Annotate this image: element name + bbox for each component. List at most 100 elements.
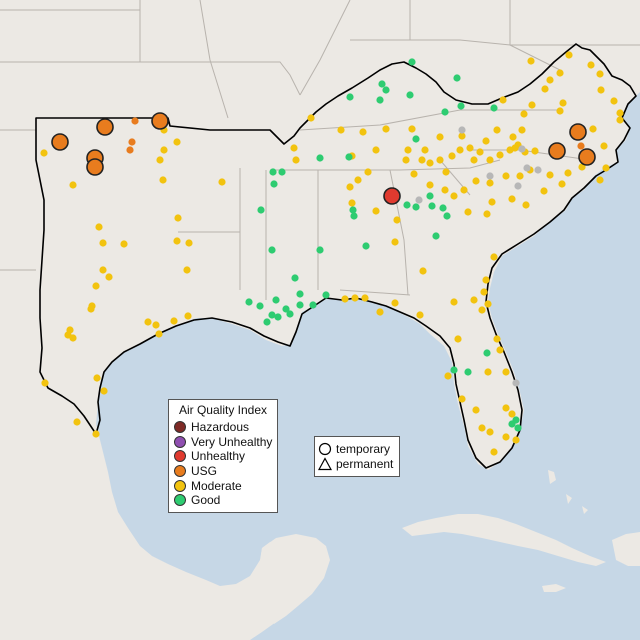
- monitor-large-usg[interactable]: [51, 133, 69, 151]
- monitor-moderate[interactable]: [541, 85, 549, 93]
- monitor-moderate[interactable]: [391, 238, 399, 246]
- monitor-good[interactable]: [412, 203, 420, 211]
- monitor-large-usg[interactable]: [569, 123, 587, 141]
- monitor-moderate[interactable]: [559, 99, 567, 107]
- monitor-moderate[interactable]: [73, 418, 81, 426]
- monitor-moderate[interactable]: [92, 430, 100, 438]
- monitor-moderate[interactable]: [589, 125, 597, 133]
- monitor-moderate[interactable]: [444, 372, 452, 380]
- monitor-good[interactable]: [270, 180, 278, 188]
- monitor-moderate[interactable]: [490, 253, 498, 261]
- monitor-moderate[interactable]: [69, 334, 77, 342]
- monitor-moderate[interactable]: [616, 109, 624, 117]
- monitor-moderate[interactable]: [69, 181, 77, 189]
- monitor-moderate[interactable]: [454, 335, 462, 343]
- monitor-moderate[interactable]: [404, 146, 412, 154]
- monitor-moderate[interactable]: [602, 164, 610, 172]
- monitor-moderate[interactable]: [556, 69, 564, 77]
- monitor-moderate[interactable]: [458, 132, 466, 140]
- monitor-moderate[interactable]: [426, 181, 434, 189]
- monitor-moderate[interactable]: [159, 176, 167, 184]
- monitor-good[interactable]: [286, 310, 294, 318]
- monitor-good[interactable]: [362, 242, 370, 250]
- monitor-moderate[interactable]: [174, 214, 182, 222]
- monitor-large-unhealthy[interactable]: [383, 187, 401, 205]
- monitor-moderate[interactable]: [292, 156, 300, 164]
- monitor-good[interactable]: [268, 246, 276, 254]
- monitor-moderate[interactable]: [564, 169, 572, 177]
- monitor-moderate[interactable]: [486, 156, 494, 164]
- monitor-moderate[interactable]: [478, 424, 486, 432]
- monitor-unknown[interactable]: [534, 166, 542, 174]
- monitor-good[interactable]: [322, 291, 330, 299]
- monitor-moderate[interactable]: [144, 318, 152, 326]
- monitor-moderate[interactable]: [597, 86, 605, 94]
- monitor-moderate[interactable]: [100, 387, 108, 395]
- monitor-moderate[interactable]: [531, 147, 539, 155]
- monitor-moderate[interactable]: [556, 107, 564, 115]
- monitor-usg[interactable]: [128, 138, 136, 146]
- monitor-moderate[interactable]: [93, 374, 101, 382]
- monitor-moderate[interactable]: [354, 176, 362, 184]
- monitor-good[interactable]: [450, 366, 458, 374]
- monitor-moderate[interactable]: [408, 125, 416, 133]
- monitor-good[interactable]: [263, 318, 271, 326]
- monitor-good[interactable]: [269, 168, 277, 176]
- monitor-moderate[interactable]: [372, 146, 380, 154]
- monitor-moderate[interactable]: [496, 151, 504, 159]
- monitor-moderate[interactable]: [546, 76, 554, 84]
- monitor-usg[interactable]: [126, 146, 134, 154]
- monitor-moderate[interactable]: [442, 168, 450, 176]
- monitor-unknown[interactable]: [512, 379, 520, 387]
- monitor-moderate[interactable]: [418, 156, 426, 164]
- monitor-moderate[interactable]: [456, 146, 464, 154]
- monitor-unknown[interactable]: [518, 145, 526, 153]
- monitor-moderate[interactable]: [416, 311, 424, 319]
- monitor-moderate[interactable]: [546, 171, 554, 179]
- monitor-good[interactable]: [346, 93, 354, 101]
- monitor-moderate[interactable]: [509, 133, 517, 141]
- monitor-moderate[interactable]: [484, 300, 492, 308]
- monitor-moderate[interactable]: [419, 267, 427, 275]
- monitor-moderate[interactable]: [540, 187, 548, 195]
- monitor-moderate[interactable]: [472, 177, 480, 185]
- monitor-moderate[interactable]: [341, 295, 349, 303]
- monitor-moderate[interactable]: [218, 178, 226, 186]
- monitor-moderate[interactable]: [448, 152, 456, 160]
- monitor-moderate[interactable]: [470, 156, 478, 164]
- monitor-moderate[interactable]: [120, 240, 128, 248]
- monitor-moderate[interactable]: [496, 346, 504, 354]
- monitor-moderate[interactable]: [480, 288, 488, 296]
- monitor-moderate[interactable]: [483, 210, 491, 218]
- monitor-moderate[interactable]: [516, 172, 524, 180]
- monitor-moderate[interactable]: [364, 168, 372, 176]
- monitor-moderate[interactable]: [493, 126, 501, 134]
- monitor-moderate[interactable]: [472, 406, 480, 414]
- monitor-good[interactable]: [428, 202, 436, 210]
- monitor-good[interactable]: [376, 96, 384, 104]
- monitor-moderate[interactable]: [502, 433, 510, 441]
- monitor-moderate[interactable]: [391, 299, 399, 307]
- monitor-good[interactable]: [345, 153, 353, 161]
- monitor-good[interactable]: [316, 246, 324, 254]
- monitor-unknown[interactable]: [486, 172, 494, 180]
- monitor-good[interactable]: [439, 204, 447, 212]
- monitor-moderate[interactable]: [484, 368, 492, 376]
- monitor-good[interactable]: [443, 212, 451, 220]
- monitor-good[interactable]: [408, 58, 416, 66]
- monitor-moderate[interactable]: [421, 146, 429, 154]
- monitor-good[interactable]: [464, 368, 472, 376]
- monitor-moderate[interactable]: [527, 57, 535, 65]
- monitor-moderate[interactable]: [105, 273, 113, 281]
- monitor-good[interactable]: [432, 232, 440, 240]
- monitor-good[interactable]: [245, 298, 253, 306]
- monitor-good[interactable]: [256, 302, 264, 310]
- monitor-moderate[interactable]: [518, 126, 526, 134]
- monitor-moderate[interactable]: [348, 199, 356, 207]
- monitor-usg[interactable]: [577, 142, 585, 150]
- monitor-good[interactable]: [514, 424, 522, 432]
- monitor-good[interactable]: [316, 154, 324, 162]
- monitor-moderate[interactable]: [359, 128, 367, 136]
- monitor-good[interactable]: [282, 305, 290, 313]
- monitor-moderate[interactable]: [173, 237, 181, 245]
